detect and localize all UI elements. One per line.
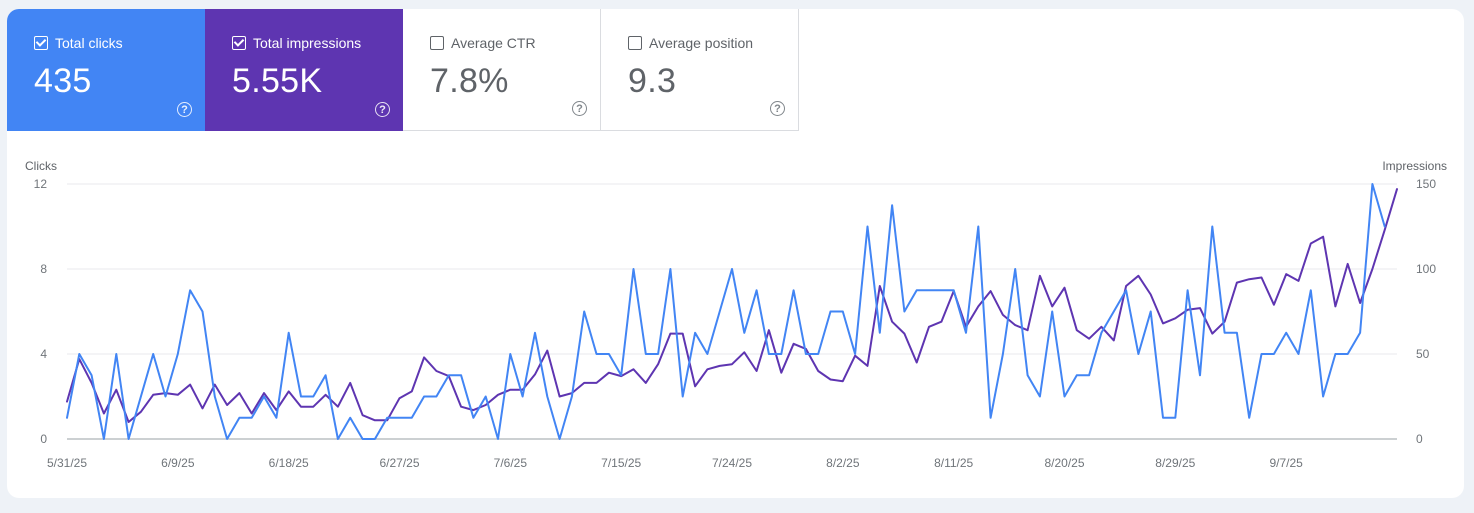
x-tick-label: 7/6/25 [494,456,528,470]
chart-lines [66,183,1398,440]
metric-tile-average-position[interactable]: Average position 9.3 ? [601,9,799,131]
checkbox-checked-icon[interactable] [34,36,48,50]
metric-value: 435 [34,62,92,100]
metric-value: 7.8% [430,62,509,100]
checkbox-checked-icon[interactable] [232,36,246,50]
x-tick-label: 7/15/25 [601,456,641,470]
help-icon[interactable]: ? [572,101,587,116]
metric-label: Average position [649,35,754,51]
x-tick-label: 8/20/25 [1044,456,1084,470]
x-tick-label: 8/29/25 [1155,456,1195,470]
metric-tile-total-clicks[interactable]: Total clicks 435 ? [7,9,205,131]
left-tick-label: 12 [34,177,48,191]
x-tick-label: 5/31/25 [47,456,87,470]
performance-card: 0 4 8 12 0 50 100 150 5/31/25 6/9/25 6/18/25 6/27… [7,9,1464,498]
right-axis-ticks: 0 50 100 150 [1416,177,1436,446]
metric-value: 9.3 [628,62,677,100]
left-axis-title: Clicks [25,159,57,173]
right-axis-title: Impressions [1382,159,1447,173]
checkbox-unchecked-icon[interactable] [628,36,642,50]
metric-label: Total clicks [55,35,123,51]
checkbox-unchecked-icon[interactable] [430,36,444,50]
series-line-clicks [66,183,1386,440]
x-tick-label: 6/18/25 [269,456,309,470]
left-tick-label: 4 [40,347,47,361]
help-icon[interactable]: ? [770,101,785,116]
help-icon[interactable]: ? [177,102,192,117]
metric-tile-average-ctr[interactable]: Average CTR 7.8% ? [403,9,601,131]
x-tick-label: 8/2/25 [826,456,860,470]
right-tick-label: 150 [1416,177,1436,191]
metric-label: Total impressions [253,35,362,51]
x-axis-ticks: 5/31/25 6/9/25 6/18/25 6/27/25 7/6/25 7/15/25… [47,456,1303,470]
left-axis-ticks: 0 4 8 12 [34,177,48,446]
metric-tiles: Total clicks 435 ? Total impressions 5.5… [7,9,799,131]
x-tick-label: 6/9/25 [161,456,195,470]
left-tick-label: 0 [40,432,47,446]
right-tick-label: 100 [1416,262,1436,276]
right-tick-label: 50 [1416,347,1430,361]
x-tick-label: 9/7/25 [1269,456,1303,470]
metric-tile-total-impressions[interactable]: Total impressions 5.55K ? [205,9,403,131]
series-line-impressions [66,188,1398,423]
x-tick-label: 7/24/25 [712,456,752,470]
left-tick-label: 8 [40,262,47,276]
x-tick-label: 6/27/25 [379,456,419,470]
x-tick-label: 8/11/25 [934,456,973,470]
help-icon[interactable]: ? [375,102,390,117]
right-tick-label: 0 [1416,432,1423,446]
metric-value: 5.55K [232,62,323,100]
metric-label: Average CTR [451,35,536,51]
performance-chart: 0 4 8 12 0 50 100 150 5/31/25 6/9/25 6/18/25 6/27… [25,159,1447,470]
